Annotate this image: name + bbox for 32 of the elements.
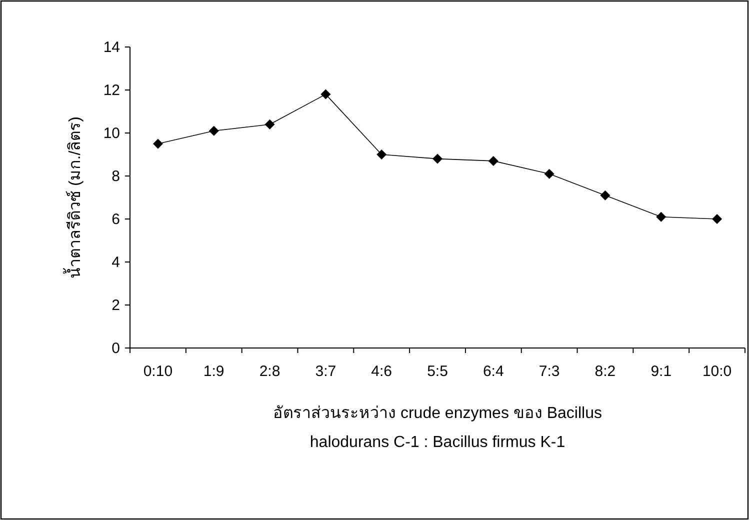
y-tick-label: 10 (103, 125, 120, 142)
y-axis-title: น้ำตาลรีดิวซ์ (มก./ลิตร) (63, 116, 84, 278)
x-tick-label: 4:6 (371, 363, 392, 380)
point (208, 126, 219, 136)
point (712, 214, 722, 224)
y-tick-label: 12 (103, 82, 120, 99)
x-tick-label: 2:8 (259, 363, 280, 380)
point (432, 154, 442, 164)
point (488, 156, 498, 166)
x-axis-title: อัตราส่วนระหว่าง crude enzymes ของ Bacillus halodurans C-1 : Bacillus firmus K-1 (273, 405, 602, 451)
y-tick-label: 2 (112, 297, 120, 314)
point (152, 138, 163, 149)
y-tick-label: 0 (112, 340, 120, 357)
point (320, 89, 331, 100)
point (544, 168, 554, 179)
point (376, 150, 387, 160)
x-tick-label: 7:3 (538, 363, 560, 380)
x-tick-label: 10:0 (702, 363, 732, 380)
point (600, 190, 610, 200)
y-tick-label: 6 (112, 211, 120, 228)
x-tick-label: 8:2 (594, 363, 616, 380)
x-tick-label: 1:9 (203, 363, 224, 380)
y-tick-label: 8 (112, 168, 120, 185)
x-tick-label: 9:1 (650, 363, 672, 380)
y-tick-label: 14 (103, 39, 120, 56)
x-tick-label: 0:10 (143, 363, 173, 380)
x-tick-label: 6:4 (482, 363, 504, 380)
y-tick-label: 4 (112, 254, 120, 271)
point (656, 212, 666, 222)
x-tick-label: 3:7 (315, 363, 336, 380)
point (264, 119, 275, 130)
x-tick-label: 5:5 (427, 363, 448, 380)
